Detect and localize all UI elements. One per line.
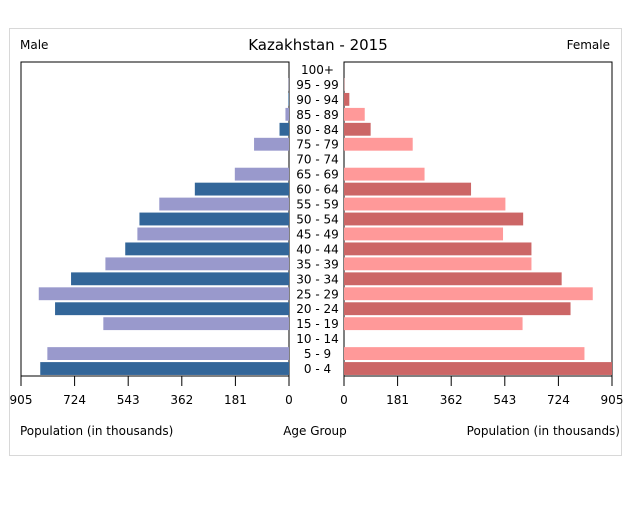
bar-male-8 bbox=[194, 182, 289, 196]
male-tick-label-2: 362 bbox=[170, 393, 193, 407]
bar-male-7 bbox=[234, 167, 289, 181]
male-label: Male bbox=[20, 38, 48, 52]
age-label-10: 50 - 54 bbox=[296, 213, 339, 227]
female-tick-label-5: 905 bbox=[601, 393, 624, 407]
age-label-4: 80 - 84 bbox=[296, 123, 339, 137]
male-tick-label-0: 0 bbox=[285, 393, 293, 407]
female-tick-label-3: 543 bbox=[493, 393, 516, 407]
male-tick-label-5: 905 bbox=[10, 393, 33, 407]
chart-frame bbox=[9, 28, 622, 456]
female-label: Female bbox=[567, 38, 610, 52]
bar-female-19 bbox=[344, 347, 585, 361]
age-label-14: 30 - 34 bbox=[296, 272, 339, 286]
age-label-16: 20 - 24 bbox=[296, 302, 339, 316]
male-tick-label-4: 724 bbox=[63, 393, 86, 407]
bar-male-10 bbox=[139, 212, 289, 226]
bar-female-14 bbox=[344, 272, 562, 286]
female-tick-label-4: 724 bbox=[547, 393, 570, 407]
bar-female-17 bbox=[344, 317, 523, 331]
bar-female-13 bbox=[344, 257, 532, 271]
age-label-13: 35 - 39 bbox=[296, 257, 339, 271]
left-axis-label: Population (in thousands) bbox=[20, 424, 173, 438]
bar-female-9 bbox=[344, 197, 506, 211]
bar-female-15 bbox=[344, 287, 593, 301]
age-label-18: 10 - 14 bbox=[296, 332, 339, 346]
age-label-11: 45 - 49 bbox=[296, 227, 339, 241]
age-label-20: 0 - 4 bbox=[304, 362, 331, 376]
age-label-12: 40 - 44 bbox=[296, 242, 339, 256]
male-tick-label-1: 181 bbox=[224, 393, 247, 407]
bar-male-14 bbox=[71, 272, 289, 286]
bar-female-11 bbox=[344, 227, 504, 241]
bar-male-11 bbox=[137, 227, 289, 241]
bar-male-13 bbox=[105, 257, 289, 271]
bar-female-20 bbox=[344, 362, 612, 375]
bar-female-10 bbox=[344, 212, 524, 226]
bar-male-2 bbox=[288, 92, 289, 106]
age-label-3: 85 - 89 bbox=[296, 108, 339, 122]
bar-female-5 bbox=[344, 137, 413, 151]
age-label-1: 95 - 99 bbox=[296, 78, 339, 92]
chart-title: Kazakhstan - 2015 bbox=[248, 36, 388, 54]
bar-male-15 bbox=[38, 287, 289, 301]
age-label-19: 5 - 9 bbox=[304, 347, 331, 361]
bar-male-17 bbox=[103, 317, 289, 331]
age-group-label: Age Group bbox=[283, 424, 347, 438]
bar-male-9 bbox=[159, 197, 289, 211]
bar-female-3 bbox=[344, 107, 365, 121]
right-axis-label: Population (in thousands) bbox=[467, 424, 620, 438]
age-label-6: 70 - 74 bbox=[296, 153, 339, 167]
bar-male-19 bbox=[47, 347, 289, 361]
male-tick-label-3: 543 bbox=[117, 393, 140, 407]
bar-female-4 bbox=[344, 122, 371, 136]
age-label-5: 75 - 79 bbox=[296, 138, 339, 152]
age-label-8: 60 - 64 bbox=[296, 183, 339, 197]
age-label-2: 90 - 94 bbox=[296, 93, 339, 107]
age-label-15: 25 - 29 bbox=[296, 287, 339, 301]
bar-male-3 bbox=[285, 107, 289, 121]
bar-male-5 bbox=[254, 137, 289, 151]
bar-female-2 bbox=[344, 92, 350, 106]
age-label-0: 100+ bbox=[301, 63, 334, 77]
bar-male-12 bbox=[125, 242, 289, 256]
bar-male-20 bbox=[40, 362, 289, 375]
age-label-7: 65 - 69 bbox=[296, 168, 339, 182]
age-label-17: 15 - 19 bbox=[296, 317, 339, 331]
bar-female-12 bbox=[344, 242, 532, 256]
female-tick-label-0: 0 bbox=[340, 393, 348, 407]
bar-female-8 bbox=[344, 182, 472, 196]
bar-female-7 bbox=[344, 167, 425, 181]
bar-male-16 bbox=[55, 302, 289, 316]
age-label-9: 55 - 59 bbox=[296, 198, 339, 212]
bar-male-4 bbox=[279, 122, 289, 136]
bar-female-16 bbox=[344, 302, 571, 316]
female-tick-label-1: 181 bbox=[386, 393, 409, 407]
female-tick-label-2: 362 bbox=[440, 393, 463, 407]
